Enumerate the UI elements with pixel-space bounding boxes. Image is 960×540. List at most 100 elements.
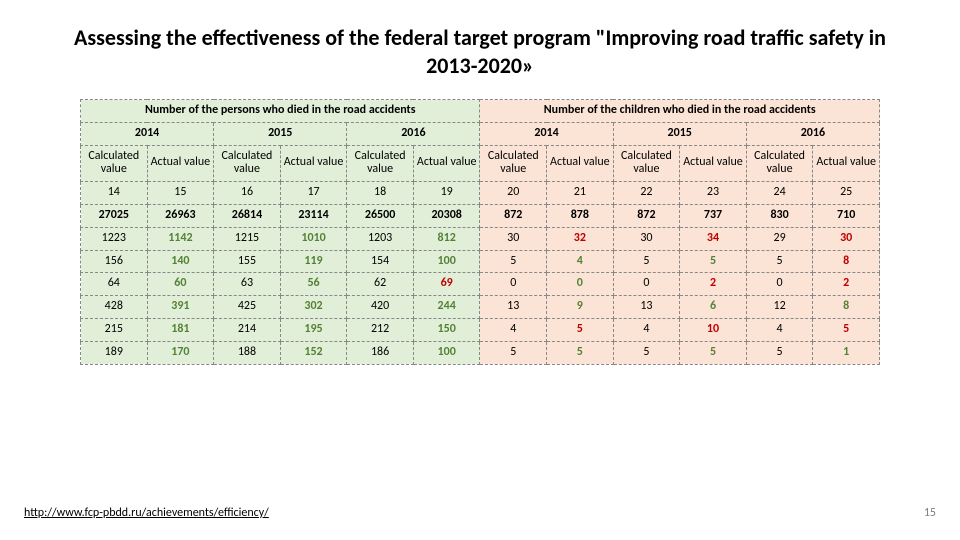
table-cell: 1 — [813, 341, 880, 364]
table-cell: 20308 — [413, 204, 480, 227]
table-cell: 155 — [214, 250, 281, 273]
table-cell: 425 — [214, 296, 281, 319]
table-cell: 12 — [746, 296, 813, 319]
table-row: 156140155119154100545558 — [81, 250, 880, 273]
year-header: 2016 — [746, 122, 879, 145]
table-cell: 23114 — [280, 204, 347, 227]
table-cell: 154 — [347, 250, 414, 273]
page-number: 15 — [924, 506, 936, 520]
table-cell: 17 — [280, 182, 347, 205]
table-cell: 1203 — [347, 227, 414, 250]
table-cell: 188 — [214, 341, 281, 364]
table-cell: 0 — [613, 273, 680, 296]
table-cell: 0 — [547, 273, 614, 296]
table-cell: 30 — [813, 227, 880, 250]
table-head: Number of the persons who died in the ro… — [81, 100, 880, 182]
sub-header: Calculated value — [480, 145, 547, 182]
source-link[interactable]: http://www.fcp-pbdd.ru/achievements/effi… — [24, 506, 269, 520]
sub-header: Actual value — [547, 145, 614, 182]
sub-header: Actual value — [813, 145, 880, 182]
table-cell: 10 — [680, 318, 747, 341]
table-cell: 5 — [746, 341, 813, 364]
table-cell: 34 — [680, 227, 747, 250]
table-cell: 152 — [280, 341, 347, 364]
year-header: 2014 — [81, 122, 214, 145]
table-row: 12231142121510101203812303230342930 — [81, 227, 880, 250]
table-cell: 14 — [81, 182, 148, 205]
table-cell: 872 — [480, 204, 547, 227]
table-cell: 22 — [613, 182, 680, 205]
table-cell: 0 — [746, 273, 813, 296]
table-cell: 63 — [214, 273, 281, 296]
table-row: 2151812141952121504541045 — [81, 318, 880, 341]
table-cell: 60 — [147, 273, 214, 296]
table-cell: 214 — [214, 318, 281, 341]
sub-header: Actual value — [280, 145, 347, 182]
table-cell: 30 — [613, 227, 680, 250]
table-cell: 18 — [347, 182, 414, 205]
table-cell: 26500 — [347, 204, 414, 227]
table-cell: 16 — [214, 182, 281, 205]
table-cell: 2 — [680, 273, 747, 296]
table-cell: 872 — [613, 204, 680, 227]
table-cell: 181 — [147, 318, 214, 341]
table-cell: 189 — [81, 341, 148, 364]
table-cell: 1142 — [147, 227, 214, 250]
table-cell: 4 — [547, 250, 614, 273]
table-cell: 212 — [347, 318, 414, 341]
table-cell: 6 — [680, 296, 747, 319]
table-cell: 100 — [413, 250, 480, 273]
table-cell: 878 — [547, 204, 614, 227]
table-cell: 150 — [413, 318, 480, 341]
table-cell: 391 — [147, 296, 214, 319]
table-cell: 302 — [280, 296, 347, 319]
table-cell: 13 — [480, 296, 547, 319]
sub-header: Actual value — [680, 145, 747, 182]
table-cell: 244 — [413, 296, 480, 319]
table-cell: 119 — [280, 250, 347, 273]
data-table: Number of the persons who died in the ro… — [80, 99, 880, 365]
table-body: 1415161718192021222324252702526963268142… — [81, 182, 880, 364]
table-cell: 26963 — [147, 204, 214, 227]
table-cell: 830 — [746, 204, 813, 227]
sub-header: Calculated value — [214, 145, 281, 182]
page-title: Assessing the effectiveness of the feder… — [0, 0, 960, 89]
table-row: 189170188152186100555551 — [81, 341, 880, 364]
group-header-children: Number of the children who died in the r… — [480, 100, 880, 123]
table-cell: 5 — [813, 318, 880, 341]
table-row: 141516171819202122232425 — [81, 182, 880, 205]
table-cell: 2 — [813, 273, 880, 296]
table-cell: 0 — [480, 273, 547, 296]
table-cell: 13 — [613, 296, 680, 319]
sub-header: Calculated value — [347, 145, 414, 182]
table-cell: 19 — [413, 182, 480, 205]
table-cell: 5 — [613, 250, 680, 273]
year-header: 2014 — [480, 122, 613, 145]
group-header-persons: Number of the persons who died in the ro… — [81, 100, 480, 123]
table-cell: 428 — [81, 296, 148, 319]
table-cell: 5 — [547, 318, 614, 341]
table-cell: 156 — [81, 250, 148, 273]
table-cell: 4 — [480, 318, 547, 341]
table-cell: 69 — [413, 273, 480, 296]
table-cell: 25 — [813, 182, 880, 205]
table-cell: 26814 — [214, 204, 281, 227]
sub-header: Calculated value — [746, 145, 813, 182]
table-row: 646063566269000202 — [81, 273, 880, 296]
sub-header: Calculated value — [613, 145, 680, 182]
table-row: 2702526963268142311426500203088728788727… — [81, 204, 880, 227]
table-cell: 186 — [347, 341, 414, 364]
table-cell: 710 — [813, 204, 880, 227]
table-cell: 100 — [413, 341, 480, 364]
sub-header: Actual value — [413, 145, 480, 182]
table-cell: 4 — [746, 318, 813, 341]
table-row: 428391425302420244139136128 — [81, 296, 880, 319]
table-cell: 215 — [81, 318, 148, 341]
table-cell: 8 — [813, 250, 880, 273]
year-header: 2015 — [214, 122, 347, 145]
table-cell: 64 — [81, 273, 148, 296]
table-cell: 15 — [147, 182, 214, 205]
sub-header-row: Calculated valueActual valueCalculated v… — [81, 145, 880, 182]
table-cell: 5 — [680, 250, 747, 273]
table-cell: 62 — [347, 273, 414, 296]
